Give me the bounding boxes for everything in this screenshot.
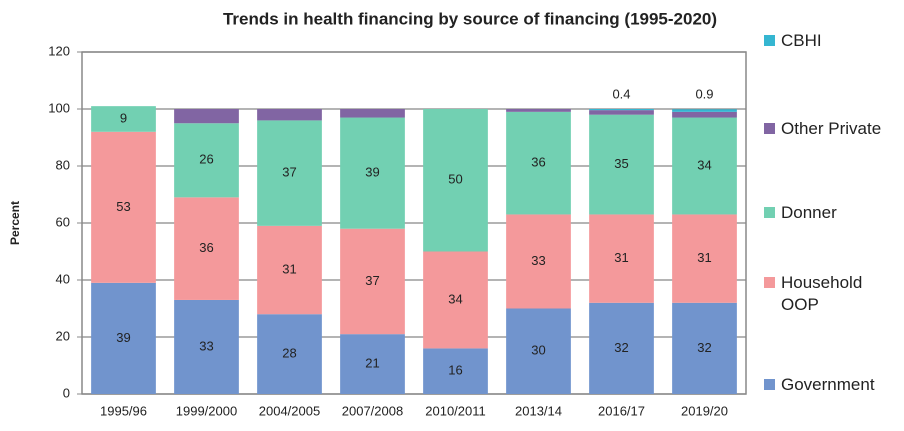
data-label: 28 [282,346,296,361]
bar-segment [672,214,737,303]
y-tick-label: 80 [56,157,70,172]
data-label: 32 [614,340,628,355]
y-tick-label: 60 [56,214,70,229]
bar-segment [672,302,737,394]
bar-segment [423,109,488,252]
bar-segment [589,110,654,115]
legend-swatch [764,123,775,134]
legend-label: CBHI [781,31,822,50]
data-label: 36 [531,155,545,170]
data-label: 0.4 [612,86,630,101]
x-tick-label: 2019/20 [681,403,728,418]
x-tick-label: 2016/17 [598,403,645,418]
data-label: 16 [448,363,462,378]
bar-segment [589,302,654,394]
legend-label: Other Private [781,119,882,138]
data-label: 53 [116,199,130,214]
data-label: 34 [448,291,462,306]
legend: CBHI Other Private Donner Household OOP Gove… [764,30,904,400]
legend-swatch [764,207,775,218]
y-tick-label: 0 [63,385,70,400]
legend-item: Household OOP [764,272,902,316]
data-label: 50 [448,172,462,187]
bar-segment [340,109,405,118]
data-label: 31 [614,250,628,265]
bar-segment [672,111,737,118]
data-label: 32 [697,340,711,355]
bar-segment [589,109,654,111]
x-tick-label: 2010/2011 [425,403,486,418]
y-tick-label: 20 [56,328,70,343]
bar-segment [506,308,571,394]
bar-segment [91,106,156,132]
y-tick-label: 120 [48,43,70,58]
legend-label: Government [781,375,875,394]
data-label: 37 [282,165,296,180]
data-label: 9 [120,110,127,125]
data-label: 39 [365,165,379,180]
x-tick-label: 2004/2005 [259,403,320,418]
legend-label: Household OOP [781,273,863,314]
bar-segment [257,120,322,226]
data-label: 33 [199,338,213,353]
bar-segment [340,117,405,229]
bar-segment [174,123,239,198]
data-label: 37 [365,273,379,288]
data-label: 0.9 [695,87,713,102]
bar-segment [589,214,654,303]
y-tick-label: 100 [48,100,70,115]
bar-segment [672,117,737,215]
data-label: 39 [116,330,130,345]
legend-swatch [764,35,775,46]
chart: Trends in health financing by source of … [8,9,747,418]
legend-item: CBHI [764,30,902,52]
x-tick-label: 2013/14 [515,403,562,418]
legend-swatch [764,379,775,390]
data-label: 34 [697,157,711,172]
data-label: 26 [199,152,213,167]
x-tick-label: 1999/2000 [176,403,237,418]
data-label: 21 [365,356,379,371]
bar-segment [91,131,156,283]
data-label: 35 [614,156,628,171]
data-label: 36 [199,240,213,255]
chart-title: Trends in health financing by source of … [223,9,717,28]
bar-segment [672,109,737,112]
y-tick-label: 40 [56,271,70,286]
bar-segment [340,228,405,335]
bar-segment [257,314,322,394]
bar-segment [174,197,239,300]
data-label: 30 [531,343,545,358]
bar-segment [589,114,654,215]
bar-segment [91,282,156,394]
bar-segment [423,348,488,394]
bar-segment [174,109,239,124]
bar-segment [506,111,571,215]
data-label: 33 [531,253,545,268]
bar-segment [506,109,571,112]
data-label: 31 [282,261,296,276]
bar-segment [423,251,488,349]
bar-segment [257,109,322,121]
y-axis-label: Percent [8,201,22,245]
legend-item: Other Private [764,118,902,140]
data-label: 31 [697,250,711,265]
bar-segment [257,225,322,315]
legend-swatch [764,277,775,288]
x-tick-label: 2007/2008 [342,403,403,418]
bar-segment [340,334,405,394]
bar-segment [506,214,571,309]
bar-segment [174,299,239,394]
x-tick-label: 1995/96 [100,403,147,418]
legend-item: Government [764,374,902,396]
legend-item: Donner [764,202,902,224]
legend-label: Donner [781,203,837,222]
